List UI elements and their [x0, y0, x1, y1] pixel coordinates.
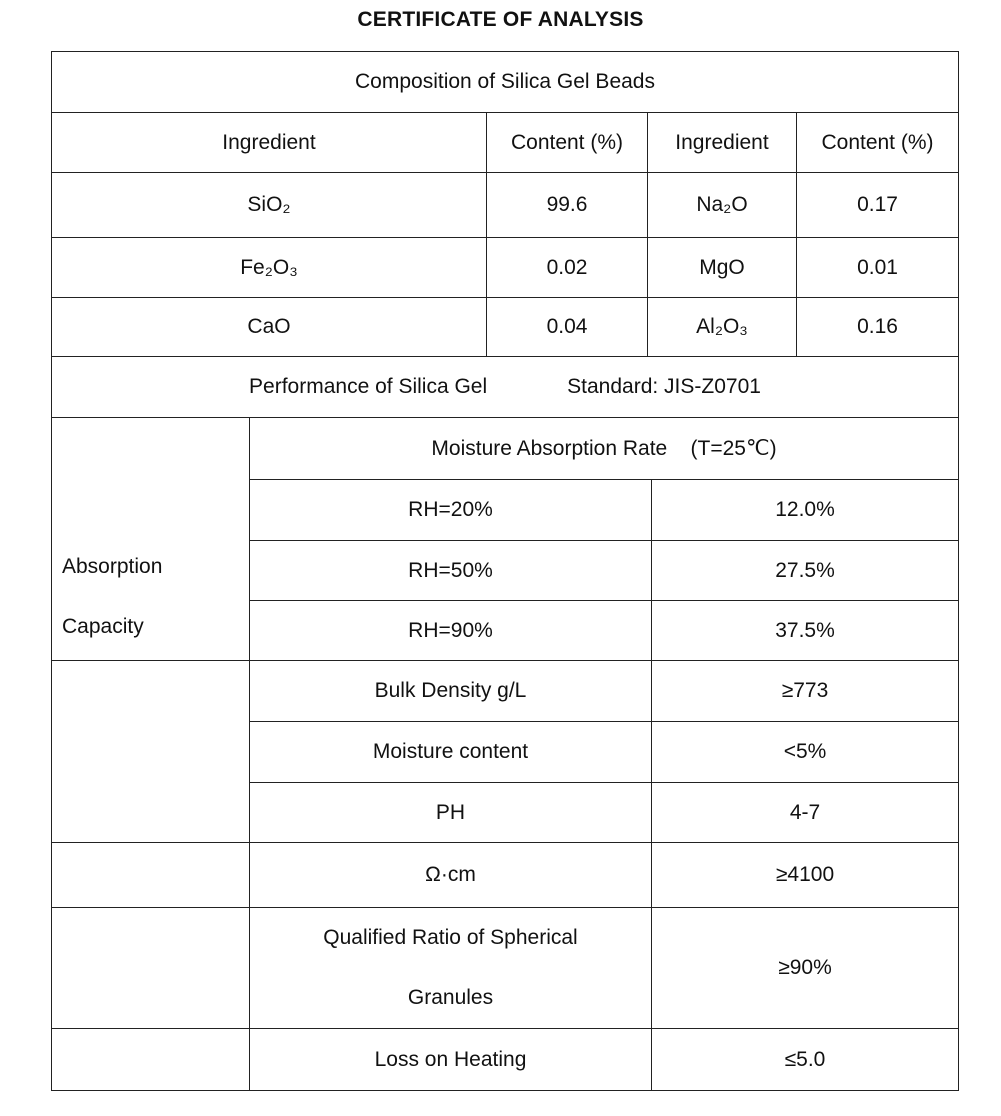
- property-value: ≥4100: [651, 842, 959, 908]
- property-label: Loss on Heating: [249, 1028, 652, 1091]
- rh-label: RH=90%: [249, 600, 652, 661]
- absorption-label: Absorption: [62, 555, 163, 578]
- header-ingredient-2: Ingredient: [647, 112, 797, 173]
- empty-label-cell: [51, 842, 250, 908]
- rh-label: RH=20%: [249, 479, 652, 541]
- performance-standard: Standard: JIS-Z0701: [567, 375, 761, 398]
- header-content-2: Content (%): [796, 112, 959, 173]
- property-label: PH: [249, 782, 652, 843]
- content-cell: 0.04: [486, 297, 648, 357]
- property-label-line-2: Granules: [407, 986, 494, 1009]
- header-ingredient-1: Ingredient: [51, 112, 487, 173]
- content-cell: 0.16: [796, 297, 959, 357]
- content-cell: 99.6: [486, 172, 648, 238]
- rh-label: RH=50%: [249, 540, 652, 601]
- property-value: 4-7: [651, 782, 959, 843]
- capacity-label: Capacity: [62, 615, 144, 638]
- content-cell: 0.01: [796, 237, 959, 298]
- property-label: Moisture content: [249, 721, 652, 783]
- property-label-line-1: Qualified Ratio of Spherical: [323, 926, 578, 949]
- property-value: ≤5.0: [651, 1028, 959, 1091]
- document-title: CERTIFICATE OF ANALYSIS: [357, 8, 644, 31]
- ingredient-cell: MgO: [647, 237, 797, 298]
- content-cell: 0.17: [796, 172, 959, 238]
- content-cell: 0.02: [486, 237, 648, 298]
- empty-label-cell: [51, 1028, 250, 1091]
- empty-label-cell: [51, 907, 250, 1029]
- property-value: <5%: [651, 721, 959, 783]
- property-label: Bulk Density g/L: [249, 660, 652, 722]
- ingredient-cell: CaO: [51, 297, 487, 357]
- property-value: ≥90%: [651, 907, 959, 1029]
- ingredient-cell: Na₂O: [647, 172, 797, 238]
- performance-heading: Performance of Silica Gel: [249, 375, 488, 398]
- property-label: Qualified Ratio of Spherical Granules: [249, 907, 652, 1029]
- rh-value: 12.0%: [651, 479, 959, 541]
- rh-value: 27.5%: [651, 540, 959, 601]
- ingredient-cell: SiO₂: [51, 172, 487, 238]
- empty-label-cell: [51, 660, 250, 843]
- composition-heading: Composition of Silica Gel Beads: [51, 51, 959, 113]
- moisture-absorption-heading: Moisture Absorption Rate (T=25℃): [249, 417, 959, 480]
- ingredient-cell: Al₂O₃: [647, 297, 797, 357]
- property-value: ≥773: [651, 660, 959, 722]
- ingredient-cell: Fe₂O₃: [51, 237, 487, 298]
- rh-value: 37.5%: [651, 600, 959, 661]
- performance-heading-row: Performance of Silica Gel Standard: JIS-Z…: [51, 356, 959, 418]
- absorption-capacity-cell: [51, 417, 250, 661]
- header-content-1: Content (%): [486, 112, 648, 173]
- property-label: Ω·cm: [249, 842, 652, 908]
